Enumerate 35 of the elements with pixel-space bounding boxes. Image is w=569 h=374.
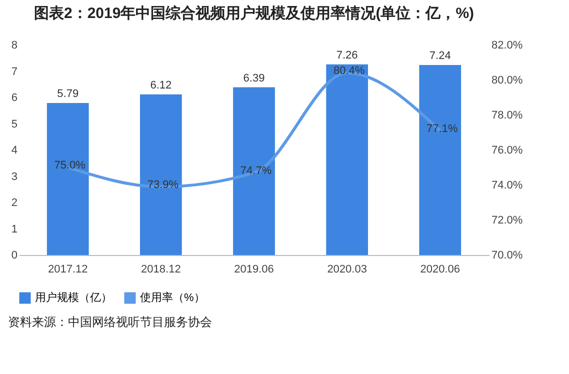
y-tick-label: 0 [11, 250, 18, 262]
y2-tick-label: 72.0% [492, 214, 523, 226]
data-label: 77.1% [426, 122, 458, 135]
legend-label: 用户规模（亿） [35, 291, 112, 304]
x-tick-label: 2019.06 [234, 264, 274, 276]
y2-tick-label: 76.0% [492, 144, 523, 156]
text: 资料来源：中国网络视听节目服务协会 [7, 314, 213, 331]
x-tick-label: 2017.12 [48, 264, 88, 276]
y-tick-label: 7 [11, 66, 18, 78]
y-tick-label: 1 [11, 223, 18, 236]
chart-title: 图表2：2019年中国综合视频用户规模及使用率情况(单位：亿，%) [34, 4, 474, 22]
y2-tick-label: 78.0% [492, 110, 523, 122]
y-tick-label: 5 [11, 118, 18, 130]
data-label: 75.0% [54, 160, 86, 172]
data-label: 74.7% [240, 164, 272, 177]
y-tick-label: 6 [11, 92, 18, 104]
data-label: 6.39 [243, 72, 265, 84]
data-label: 7.26 [336, 49, 358, 62]
x-tick-label: 2018.12 [141, 264, 181, 276]
data-label: 6.12 [150, 79, 172, 92]
x-tick-label: 2020.03 [327, 264, 367, 276]
legend-label: 使用率（%） [140, 291, 205, 304]
data-label: 7.24 [429, 50, 451, 62]
y-tick-label: 3 [11, 170, 18, 183]
data-label: 73.9% [147, 178, 179, 191]
y2-tick-label: 80.0% [492, 74, 523, 86]
y2-tick-label: 74.0% [492, 180, 523, 192]
data-label: 80.4% [333, 65, 365, 77]
y2-tick-label: 82.0% [492, 40, 523, 52]
x-tick-label: 2020.06 [420, 264, 460, 276]
y-tick-label: 4 [11, 144, 18, 156]
y2-tick-label: 70.0% [492, 250, 523, 262]
y-tick-label: 8 [11, 40, 18, 52]
y-tick-label: 2 [11, 197, 18, 209]
data-label: 5.79 [57, 88, 79, 100]
